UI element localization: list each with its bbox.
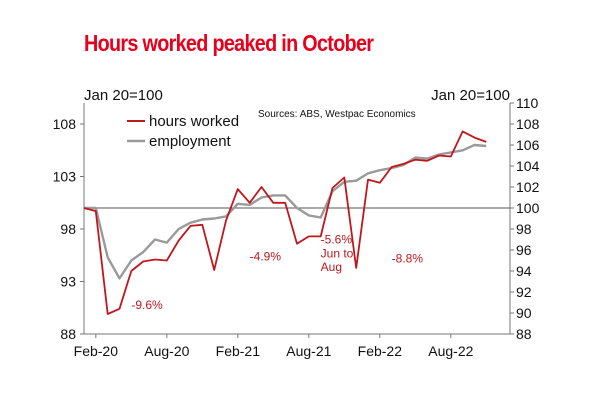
series-line-hours-worked — [83, 130, 487, 315]
left-tick-label: 103 — [53, 169, 77, 185]
right-axis-label: Jan 20=100 — [431, 87, 510, 104]
right-tick-label: 100 — [516, 200, 540, 216]
legend-entry: employment — [149, 133, 232, 150]
x-tick-label: Aug-22 — [428, 343, 473, 359]
right-tick-label: 104 — [516, 158, 540, 174]
annotation-label: -4.9% — [250, 250, 282, 264]
left-tick-label: 93 — [60, 274, 76, 290]
right-tick-label: 106 — [516, 137, 540, 153]
x-tick-label: Aug-20 — [144, 343, 189, 359]
right-tick-label: 98 — [516, 221, 532, 237]
series-lines — [83, 130, 487, 315]
right-tick-label: 108 — [516, 116, 540, 132]
right-tick-label: 94 — [516, 263, 532, 279]
x-tick-label: Aug-21 — [286, 343, 331, 359]
chart-title: Hours worked peaked in October — [84, 30, 374, 56]
right-tick-label: 88 — [516, 326, 532, 342]
right-tick-label: 90 — [516, 305, 532, 321]
right-tick-label: 92 — [516, 284, 532, 300]
annotation-label: Jun to — [321, 246, 354, 260]
x-tick-label: Feb-20 — [74, 343, 119, 359]
left-tick-label: 98 — [60, 221, 76, 237]
legend: hours worked employment — [127, 113, 239, 150]
annotation-label: Aug — [321, 260, 342, 274]
series-line-employment — [84, 143, 487, 280]
left-tick-label: 88 — [60, 326, 76, 342]
x-tick-label: Feb-21 — [216, 343, 261, 359]
source-note: Sources: ABS, Westpac Economics — [258, 109, 416, 120]
x-tick-label: Feb-22 — [358, 343, 403, 359]
annotation-label: -9.6% — [131, 298, 163, 312]
legend-entry: hours worked — [149, 113, 239, 130]
tick-labels: 88 93 98 103 108 88 90 92 94 96 98 100 102 104 106 108 1… — [53, 95, 540, 359]
annotation-label: -8.8% — [392, 252, 424, 266]
right-tick-label: 102 — [516, 179, 540, 195]
annotation-label: -5.6% — [321, 233, 353, 247]
left-axis-label: Jan 20=100 — [84, 87, 163, 104]
right-tick-label: 96 — [516, 242, 532, 258]
left-tick-label: 108 — [53, 116, 77, 132]
right-tick-label: 110 — [516, 95, 539, 111]
